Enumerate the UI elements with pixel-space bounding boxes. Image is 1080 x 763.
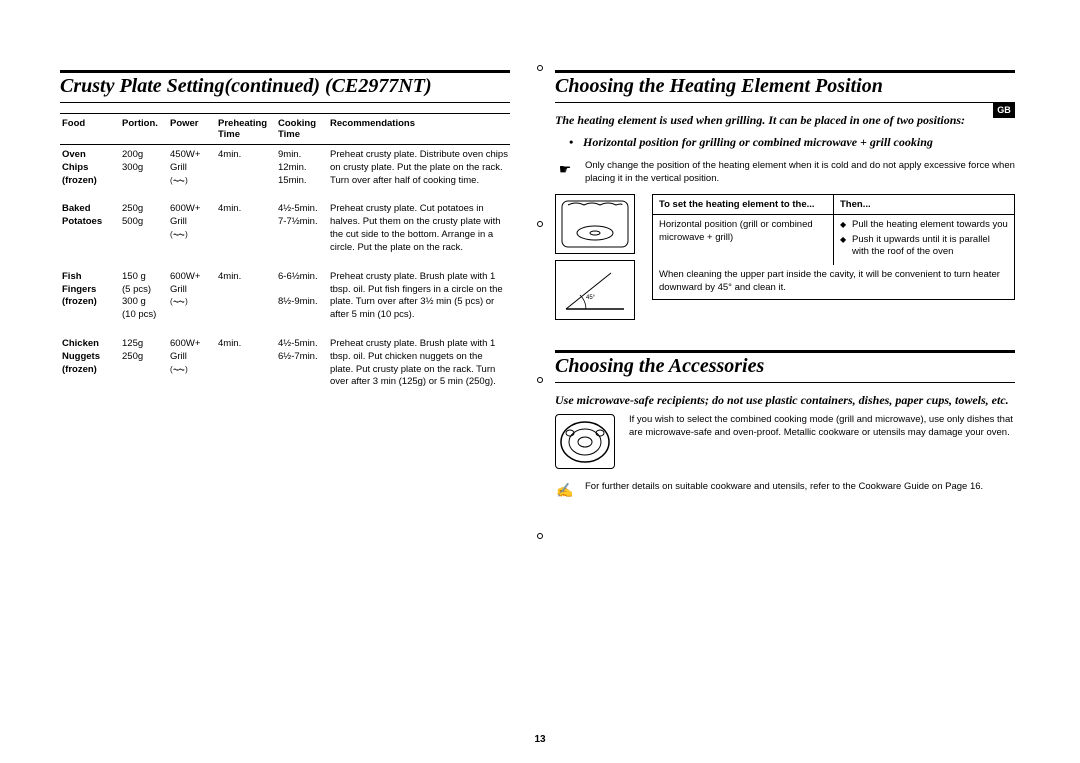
heat-step1: Pull the heating element towards you xyxy=(852,219,1008,232)
binding-holes xyxy=(537,65,543,539)
heat-th1: To set the heating element to the... xyxy=(653,194,834,214)
cell-food: FishFingers(frozen) xyxy=(60,267,120,334)
cooking-table: Food Portion. Power Preheating Time Cook… xyxy=(60,113,510,401)
heating-title: Choosing the Heating Element Position xyxy=(555,70,1015,103)
heating-note-text: Only change the position of the heating … xyxy=(585,160,1015,186)
th-portion: Portion. xyxy=(120,114,168,145)
heating-table: To set the heating element to the... The… xyxy=(652,194,1015,300)
cell-power: 600W+Grill( ⏦⏦ ) xyxy=(168,199,216,266)
th-food: Food xyxy=(60,114,120,145)
left-section-title: Crusty Plate Setting(continued) (CE2977N… xyxy=(60,70,510,103)
accessories-intro: Use microwave-safe recipients; do not us… xyxy=(555,393,1015,409)
heat-left-cell: Horizontal position (grill or combined m… xyxy=(653,214,834,265)
cell-portion: 200g300g xyxy=(120,145,168,200)
cell-food: BakedPotatoes xyxy=(60,199,120,266)
cell-cooktime: 6-6½min.8½-9min. xyxy=(276,267,328,334)
accessories-note: ✍ For further details on suitable cookwa… xyxy=(555,481,1015,500)
cell-rec: Preheat crusty plate. Brush plate with 1… xyxy=(328,334,510,401)
cell-portion: 125g250g xyxy=(120,334,168,401)
cell-food: ChickenNuggets(frozen) xyxy=(60,334,120,401)
cell-rec: Preheat crusty plate. Brush plate with 1… xyxy=(328,267,510,334)
cell-cooktime: 9min.12min.15min. xyxy=(276,145,328,200)
right-column: GB Choosing the Heating Element Position… xyxy=(555,70,1015,710)
heating-note: ☛ Only change the position of the heatin… xyxy=(555,160,1015,186)
cell-power: 450W+Grill( ⏦⏦ ) xyxy=(168,145,216,200)
cell-preheat: 4min. xyxy=(216,199,276,266)
cell-portion: 150 g(5 pcs)300 g(10 pcs) xyxy=(120,267,168,334)
accessories-body: If you wish to select the combined cooki… xyxy=(629,414,1015,440)
cleaning-note: When cleaning the upper part inside the … xyxy=(653,265,1015,299)
cell-power: 600W+Grill( ⏦⏦ ) xyxy=(168,267,216,334)
page-number: 13 xyxy=(534,734,545,745)
heat-th2: Then... xyxy=(834,194,1015,214)
accessories-note-text: For further details on suitable cookware… xyxy=(585,481,983,494)
heat-right-cell: Pull the heating element towards you Pus… xyxy=(834,214,1015,265)
th-rec: Recommendations xyxy=(328,114,510,145)
cell-cooktime: 4½-5min.6½-7min. xyxy=(276,334,328,401)
cell-cooktime: 4½-5min.7-7½min. xyxy=(276,199,328,266)
cell-food: OvenChips(frozen) xyxy=(60,145,120,200)
cell-rec: Preheat crusty plate. Cut potatoes in ha… xyxy=(328,199,510,266)
table-row: BakedPotatoes250g500g600W+Grill( ⏦⏦ )4mi… xyxy=(60,199,510,266)
diagrams: 45° xyxy=(555,194,640,326)
table-row: FishFingers(frozen)150 g(5 pcs)300 g(10 … xyxy=(60,267,510,334)
hand-icon: ☛ xyxy=(555,160,575,179)
diagram-heater-angle: 45° xyxy=(555,260,635,320)
write-icon: ✍ xyxy=(555,481,575,500)
gb-badge: GB xyxy=(993,102,1015,118)
svg-text:45°: 45° xyxy=(586,295,596,301)
cell-portion: 250g500g xyxy=(120,199,168,266)
th-preheat: Preheating Time xyxy=(216,114,276,145)
dish-icon xyxy=(555,414,615,469)
cell-preheat: 4min. xyxy=(216,334,276,401)
cell-preheat: 4min. xyxy=(216,267,276,334)
th-power: Power xyxy=(168,114,216,145)
table-row: OvenChips(frozen)200g300g450W+Grill( ⏦⏦ … xyxy=(60,145,510,200)
cell-preheat: 4min. xyxy=(216,145,276,200)
cell-rec: Preheat crusty plate. Distribute oven ch… xyxy=(328,145,510,200)
heating-intro: The heating element is used when grillin… xyxy=(555,113,1015,129)
heat-step2: Push it upwards until it is parallel wit… xyxy=(852,234,1008,260)
heating-bullet: Horizontal position for grilling or comb… xyxy=(555,135,1015,151)
th-cooktime: Cooking Time xyxy=(276,114,328,145)
left-column: Crusty Plate Setting(continued) (CE2977N… xyxy=(60,70,510,710)
accessories-body-row: If you wish to select the combined cooki… xyxy=(555,414,1015,469)
diagram-oven-front xyxy=(555,194,635,254)
cell-power: 600W+Grill( ⏦⏦ ) xyxy=(168,334,216,401)
accessories-title: Choosing the Accessories xyxy=(555,350,1015,383)
table-row: ChickenNuggets(frozen)125g250g600W+Grill… xyxy=(60,334,510,401)
